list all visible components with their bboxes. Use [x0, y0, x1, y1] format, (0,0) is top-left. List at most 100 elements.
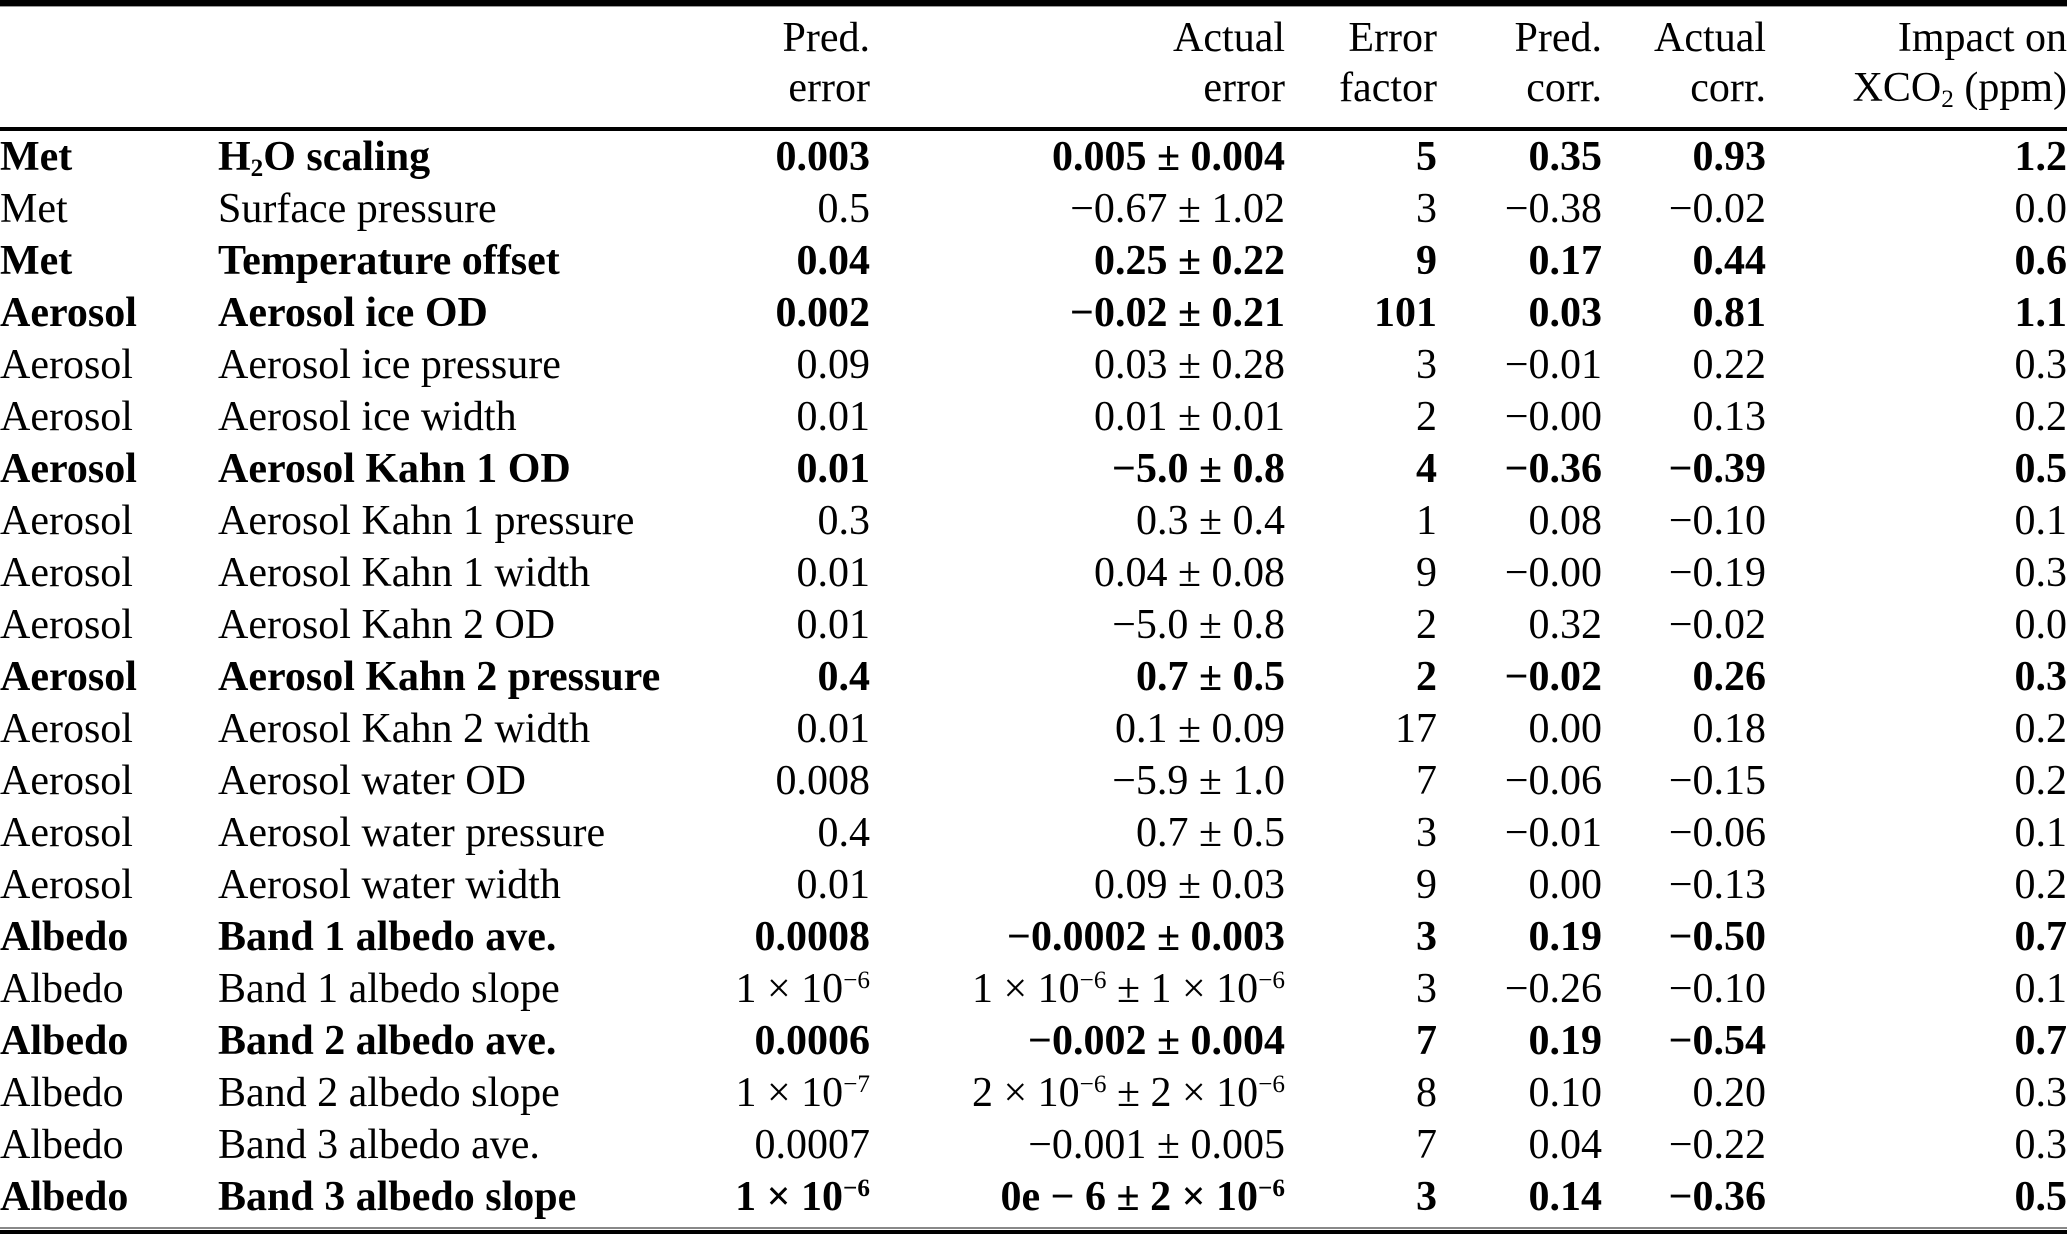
cell-pred_corr: 0.19 [1528, 1018, 1603, 1064]
col-header-actual_corr: Actual corr. [1602, 7, 1766, 131]
cell-error_factor: 17 [1395, 706, 1437, 752]
col-header-parameter [218, 7, 698, 131]
cell-pred_error: 0.003 [775, 134, 871, 180]
cell-error_factor: 8 [1416, 1070, 1437, 1116]
col-header-actual_error-line1: Actual [1173, 15, 1285, 61]
cell-actual_corr: −0.06 [1668, 810, 1766, 856]
cell-pred_error: 0.01 [796, 550, 871, 596]
cell-pred_corr: 0.10 [1528, 1070, 1603, 1116]
table-row: Aerosol Aerosol Kahn 1 OD 0.01 −5.0 ± 0.8 4 −… [0, 443, 2067, 495]
table-row: Albedo Band 2 albedo slope 1 × 10−7 2 × 10−… [0, 1067, 2067, 1119]
cell-pred_error: 0.01 [796, 394, 871, 440]
cell-category: Met [0, 186, 68, 232]
cell-actual_error: 0.1 ± 0.09 [1114, 706, 1285, 752]
cell-impact: 0.5 [2014, 446, 2067, 492]
cell-parameter: H2O scaling [218, 134, 431, 183]
cell-parameter: Band 1 albedo ave. [218, 914, 557, 960]
table-row: Albedo Band 1 albedo ave. 0.0008 −0.0002 ± … [0, 911, 2067, 963]
cell-actual_error: −0.67 ± 1.02 [1070, 186, 1285, 232]
cell-error_factor: 7 [1416, 1018, 1437, 1064]
cell-actual_error: −0.0002 ± 0.003 [1007, 914, 1285, 960]
col-header-pred_corr-line2: corr. [1526, 65, 1602, 111]
cell-pred_error: 0.4 [817, 810, 871, 856]
col-header-pred_error-line1: Pred. [782, 15, 871, 61]
cell-parameter: Band 2 albedo slope [218, 1070, 560, 1116]
table-row: Aerosol Aerosol Kahn 1 pressure 0.3 0.3 ± 0… [0, 495, 2067, 547]
cell-error_factor: 5 [1416, 134, 1437, 180]
cell-error_factor: 3 [1416, 810, 1437, 856]
col-header-actual_corr-line1: Actual [1654, 15, 1766, 61]
cell-parameter: Band 2 albedo ave. [218, 1018, 557, 1064]
cell-parameter: Aerosol Kahn 1 OD [218, 446, 571, 492]
cell-category: Met [0, 134, 73, 180]
cell-pred_corr: 0.19 [1528, 914, 1603, 960]
cell-impact: 0.7 [2014, 914, 2067, 960]
cell-actual_corr: −0.10 [1668, 966, 1766, 1012]
table-row: Met H2O scaling 0.003 0.005 ± 0.004 5 0.35 0.9… [0, 129, 2067, 183]
cell-pred_error: 0.008 [775, 758, 871, 804]
cell-actual_corr: −0.02 [1668, 602, 1766, 648]
cell-actual_error: 1 × 10−6 ± 1 × 10−6 [971, 966, 1285, 1012]
header-row: Pred. error Actual error Error factor Pred. cor… [0, 7, 2067, 131]
cell-pred_error: 1 × 10−6 [735, 966, 871, 1012]
table-row: Albedo Band 1 albedo slope 1 × 10−6 1 × 10−… [0, 963, 2067, 1015]
table-row: Albedo Band 2 albedo ave. 0.0006 −0.002 ± 0… [0, 1015, 2067, 1067]
cell-pred_corr: −0.02 [1504, 654, 1602, 700]
cell-impact: 0.1 [2014, 810, 2067, 856]
cell-actual_corr: 0.13 [1692, 394, 1767, 440]
table-top-rule-shadow [0, 6, 2067, 7]
col-header-pred_corr-line1: Pred. [1514, 15, 1603, 61]
cell-impact: 0.2 [2014, 862, 2067, 908]
cell-pred_corr: 0.00 [1528, 862, 1603, 908]
cell-category: Aerosol [0, 446, 137, 492]
col-header-impact-line2: XCO2 (ppm) [1852, 65, 2067, 114]
cell-parameter: Temperature offset [218, 238, 560, 284]
cell-actual_error: −0.002 ± 0.004 [1028, 1018, 1285, 1064]
cell-actual_error: 0.25 ± 0.22 [1093, 238, 1285, 284]
cell-error_factor: 3 [1416, 1174, 1437, 1220]
cell-impact: 0.7 [2014, 1018, 2067, 1064]
cell-impact: 0.3 [2014, 550, 2067, 596]
col-header-pred_error-line2: error [788, 65, 870, 111]
table-row: Aerosol Aerosol water width 0.01 0.09 ± 0.0… [0, 859, 2067, 911]
table-row: Albedo Band 3 albedo slope 1 × 10−6 0e − 6 … [0, 1171, 2067, 1223]
cell-category: Aerosol [0, 758, 133, 804]
cell-category: Albedo [0, 1174, 129, 1220]
cell-category: Met [0, 238, 73, 284]
cell-error_factor: 4 [1416, 446, 1437, 492]
cell-actual_corr: 0.22 [1692, 342, 1767, 388]
cell-pred_corr: 0.04 [1528, 1122, 1603, 1168]
cell-category: Albedo [0, 1122, 124, 1168]
cell-actual_corr: −0.39 [1668, 446, 1766, 492]
cell-pred_error: 0.01 [796, 446, 871, 492]
cell-category: Albedo [0, 1018, 129, 1064]
cell-actual_corr: −0.19 [1668, 550, 1766, 596]
table-top-rule [0, 0, 2067, 6]
table-row: Met Surface pressure 0.5 −0.67 ± 1.02 3 −0.38… [0, 183, 2067, 235]
cell-parameter: Aerosol Kahn 2 OD [218, 602, 556, 648]
cell-impact: 0.3 [2014, 654, 2067, 700]
table-row: Aerosol Aerosol ice width 0.01 0.01 ± 0.01 2… [0, 391, 2067, 443]
cell-impact: 0.6 [2014, 238, 2067, 284]
cell-actual_corr: −0.54 [1668, 1018, 1766, 1064]
cell-parameter: Aerosol ice width [218, 394, 517, 440]
cell-pred_error: 0.5 [817, 186, 871, 232]
cell-category: Aerosol [0, 550, 133, 596]
col-header-actual_error-line2: error [1203, 65, 1285, 111]
cell-category: Aerosol [0, 602, 133, 648]
table-bottom-rule [0, 1227, 2067, 1234]
cell-parameter: Aerosol water OD [218, 758, 526, 804]
cell-pred_error: 0.0007 [754, 1122, 871, 1168]
cell-actual_corr: −0.36 [1668, 1174, 1766, 1220]
cell-pred_corr: 0.32 [1528, 602, 1603, 648]
cell-parameter: Surface pressure [218, 186, 497, 232]
col-header-actual_corr-line2: corr. [1690, 65, 1766, 111]
col-header-category [0, 7, 218, 131]
cell-error_factor: 3 [1416, 914, 1437, 960]
table-row: Aerosol Aerosol Kahn 2 OD 0.01 −5.0 ± 0.8 2 0… [0, 599, 2067, 651]
cell-pred_corr: −0.00 [1504, 550, 1602, 596]
cell-parameter: Aerosol water width [218, 862, 561, 908]
cell-impact: 0.1 [2014, 966, 2067, 1012]
cell-actual_corr: 0.20 [1692, 1070, 1767, 1116]
